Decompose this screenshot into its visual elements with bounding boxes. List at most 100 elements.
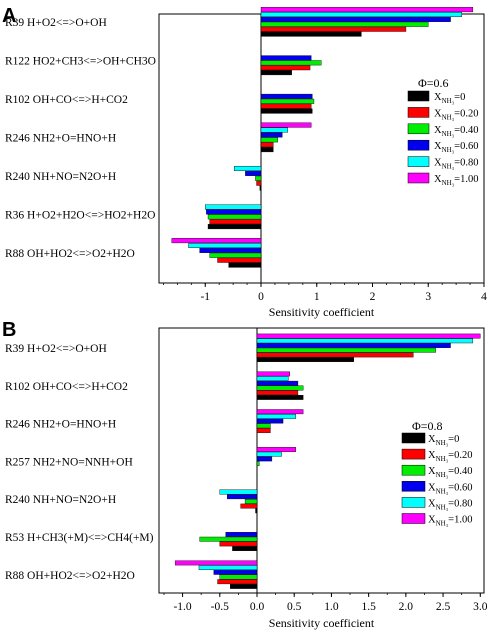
bar [199,536,258,542]
bar [256,380,299,386]
bar [217,257,262,263]
bar [256,409,304,415]
x-tick-label: 4 [481,291,487,303]
bar [209,252,262,258]
bar [260,26,407,32]
category-label: R122 HO2+CH3<=>OH+CH3O [5,56,156,68]
bar [205,204,262,210]
x-tick-label: 0 [258,291,264,303]
category-label: R88 OH+HO2<=>O2+H2O [5,248,135,260]
x-tick-label: 1.0 [324,601,339,613]
bar [256,418,284,424]
category-label: R102 OH+CO<=>H+CO2 [5,94,128,106]
x-tick-label: 0.5 [287,601,302,613]
category-label: R257 NH2+NO=NNH+OH [5,456,133,468]
x-tick-label: -1 [200,291,210,303]
plot-frame [158,327,485,594]
category-label: R240 NH+NO=N2O+H [5,494,116,506]
bar [188,242,262,248]
bar [260,70,292,76]
bar [256,395,304,400]
bar [260,31,362,37]
category-label: R246 NH2+O=HNO+H [5,133,116,145]
bar [232,546,258,552]
bar [260,21,429,27]
bar [256,376,289,381]
legend-entry: XNH₃=0.20 [434,108,478,121]
legend-entry: XNH₃=0.80 [428,498,472,511]
bar [219,574,258,580]
legend-title: Φ=0.6 [418,76,449,90]
bar [260,132,283,138]
bar [244,499,258,504]
bar [256,423,271,429]
bar [207,224,262,230]
category-label: R88 OH+HO2<=>O2+H2O [5,570,135,582]
bar [260,7,474,13]
bar [171,238,262,244]
bar [256,456,273,462]
legend-entry: XNH₃=0.80 [434,158,478,171]
x-tick-label: 2.5 [436,601,451,613]
bar [207,214,262,220]
legend-entry: XNH₃=1.00 [434,174,478,187]
bar [209,219,262,225]
legend-swatch [407,156,430,167]
x-tick-label: 1 [314,291,320,303]
x-tick-label: 0.0 [250,601,265,613]
legend-swatch [407,172,430,184]
x-axis-label: Sensitivity coefficient [269,616,375,630]
bar [255,508,258,514]
legend-entry: XNH₃=0 [434,92,465,105]
legend-swatch [401,481,426,492]
category-label: R53 H+CH3(+M)<=>CH4(+M) [5,532,154,544]
legend-entry: XNH₃=0.60 [428,482,472,495]
bar [240,503,258,509]
bar [213,569,258,575]
category-label: R102 OH+CO<=>H+CO2 [5,381,128,393]
legend-entry: XNH₃=0.20 [428,450,472,463]
bar [234,165,262,171]
bar [260,16,451,22]
x-axis-label: Sensitivity coefficient [269,305,375,319]
bar [256,180,262,186]
legend-swatch [401,513,426,524]
bar [260,127,288,133]
chart-panel-b: B R39 H+O2<=>O+OH R102 OH+CO<=>H+CO2 R246 N… [2,319,488,630]
bar [260,103,312,109]
bar [260,137,278,143]
bar [256,347,436,353]
legend-swatch [407,90,430,102]
category-label: R39 H+O2<=>O+OH [5,17,107,29]
legend-title: Φ=0.8 [412,419,443,433]
bar [260,122,312,128]
x-tick-label: 2 [370,291,376,303]
legend-swatch [401,497,426,508]
bar [230,584,258,589]
category-label: R36 H+O2+H2O<=>HO2+H2O [5,210,155,222]
bar [256,385,304,391]
legend: Φ=0.6 XNH₃=0 XNH₃=0.20 XNH₃=0.40 XNH₃=0.60 XN… [407,76,478,187]
bar [256,371,290,377]
x-tick-label: -1.0 [173,601,191,613]
panel-label: A [2,5,16,27]
bar [256,414,296,419]
bar [256,447,296,452]
x-tick-label: -0.5 [211,601,229,613]
bar [256,357,354,362]
legend-entry: XNH₃=0 [428,434,459,447]
bar [227,494,258,500]
bar [219,541,258,547]
x-tick-label: 2.0 [399,601,414,613]
bar [260,65,311,71]
bar [256,338,474,344]
bar [198,565,258,571]
legend-swatch [407,139,430,151]
bar [260,108,313,114]
bar [256,428,271,433]
bar [225,532,258,537]
legend-entry: XNH₃=1.00 [428,515,472,528]
bar [256,352,414,358]
bar [260,142,274,148]
legend-swatch [407,107,430,118]
